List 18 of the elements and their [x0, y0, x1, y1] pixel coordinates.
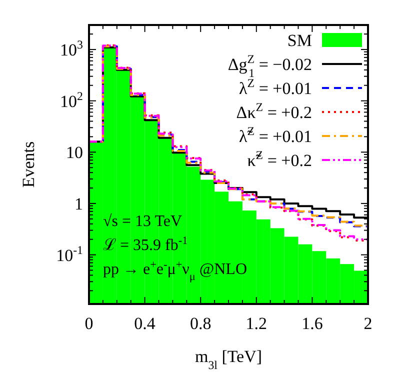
- annotation: ℒ = 35.9 fb$^{-1}$: [103, 235, 188, 254]
- y-tick-label: 10$^{-1}$: [56, 242, 84, 265]
- legend-label: Δκ$^{Z}$ = +0.2: [236, 100, 312, 122]
- y-axis-title: Events: [19, 141, 38, 188]
- x-axis-title: m$_{3l}$ [TeV]: [194, 347, 262, 372]
- x-tick-label: 1.2: [246, 314, 268, 333]
- y-tick-label: 1: [74, 194, 83, 214]
- x-tick-label: 2: [364, 314, 372, 333]
- y-tick-label: 10: [66, 143, 83, 162]
- text: pp → e$^{+}$e$^{-}$μ$^{+}$ν$_{μ}$ @NLO: [103, 259, 248, 283]
- legend-label: SM: [287, 31, 312, 50]
- x-tick-label: 1.6: [302, 314, 323, 333]
- y-tick-label: 10$^{2}$: [60, 88, 84, 111]
- annotation: √s = 13 TeV: [103, 213, 182, 230]
- x-tick-label: 0: [84, 314, 94, 333]
- x-tick-label: 0.8: [190, 314, 212, 333]
- x-tick-label: 0.4: [134, 314, 156, 333]
- y-tick-label: 10$^{3}$: [60, 37, 84, 60]
